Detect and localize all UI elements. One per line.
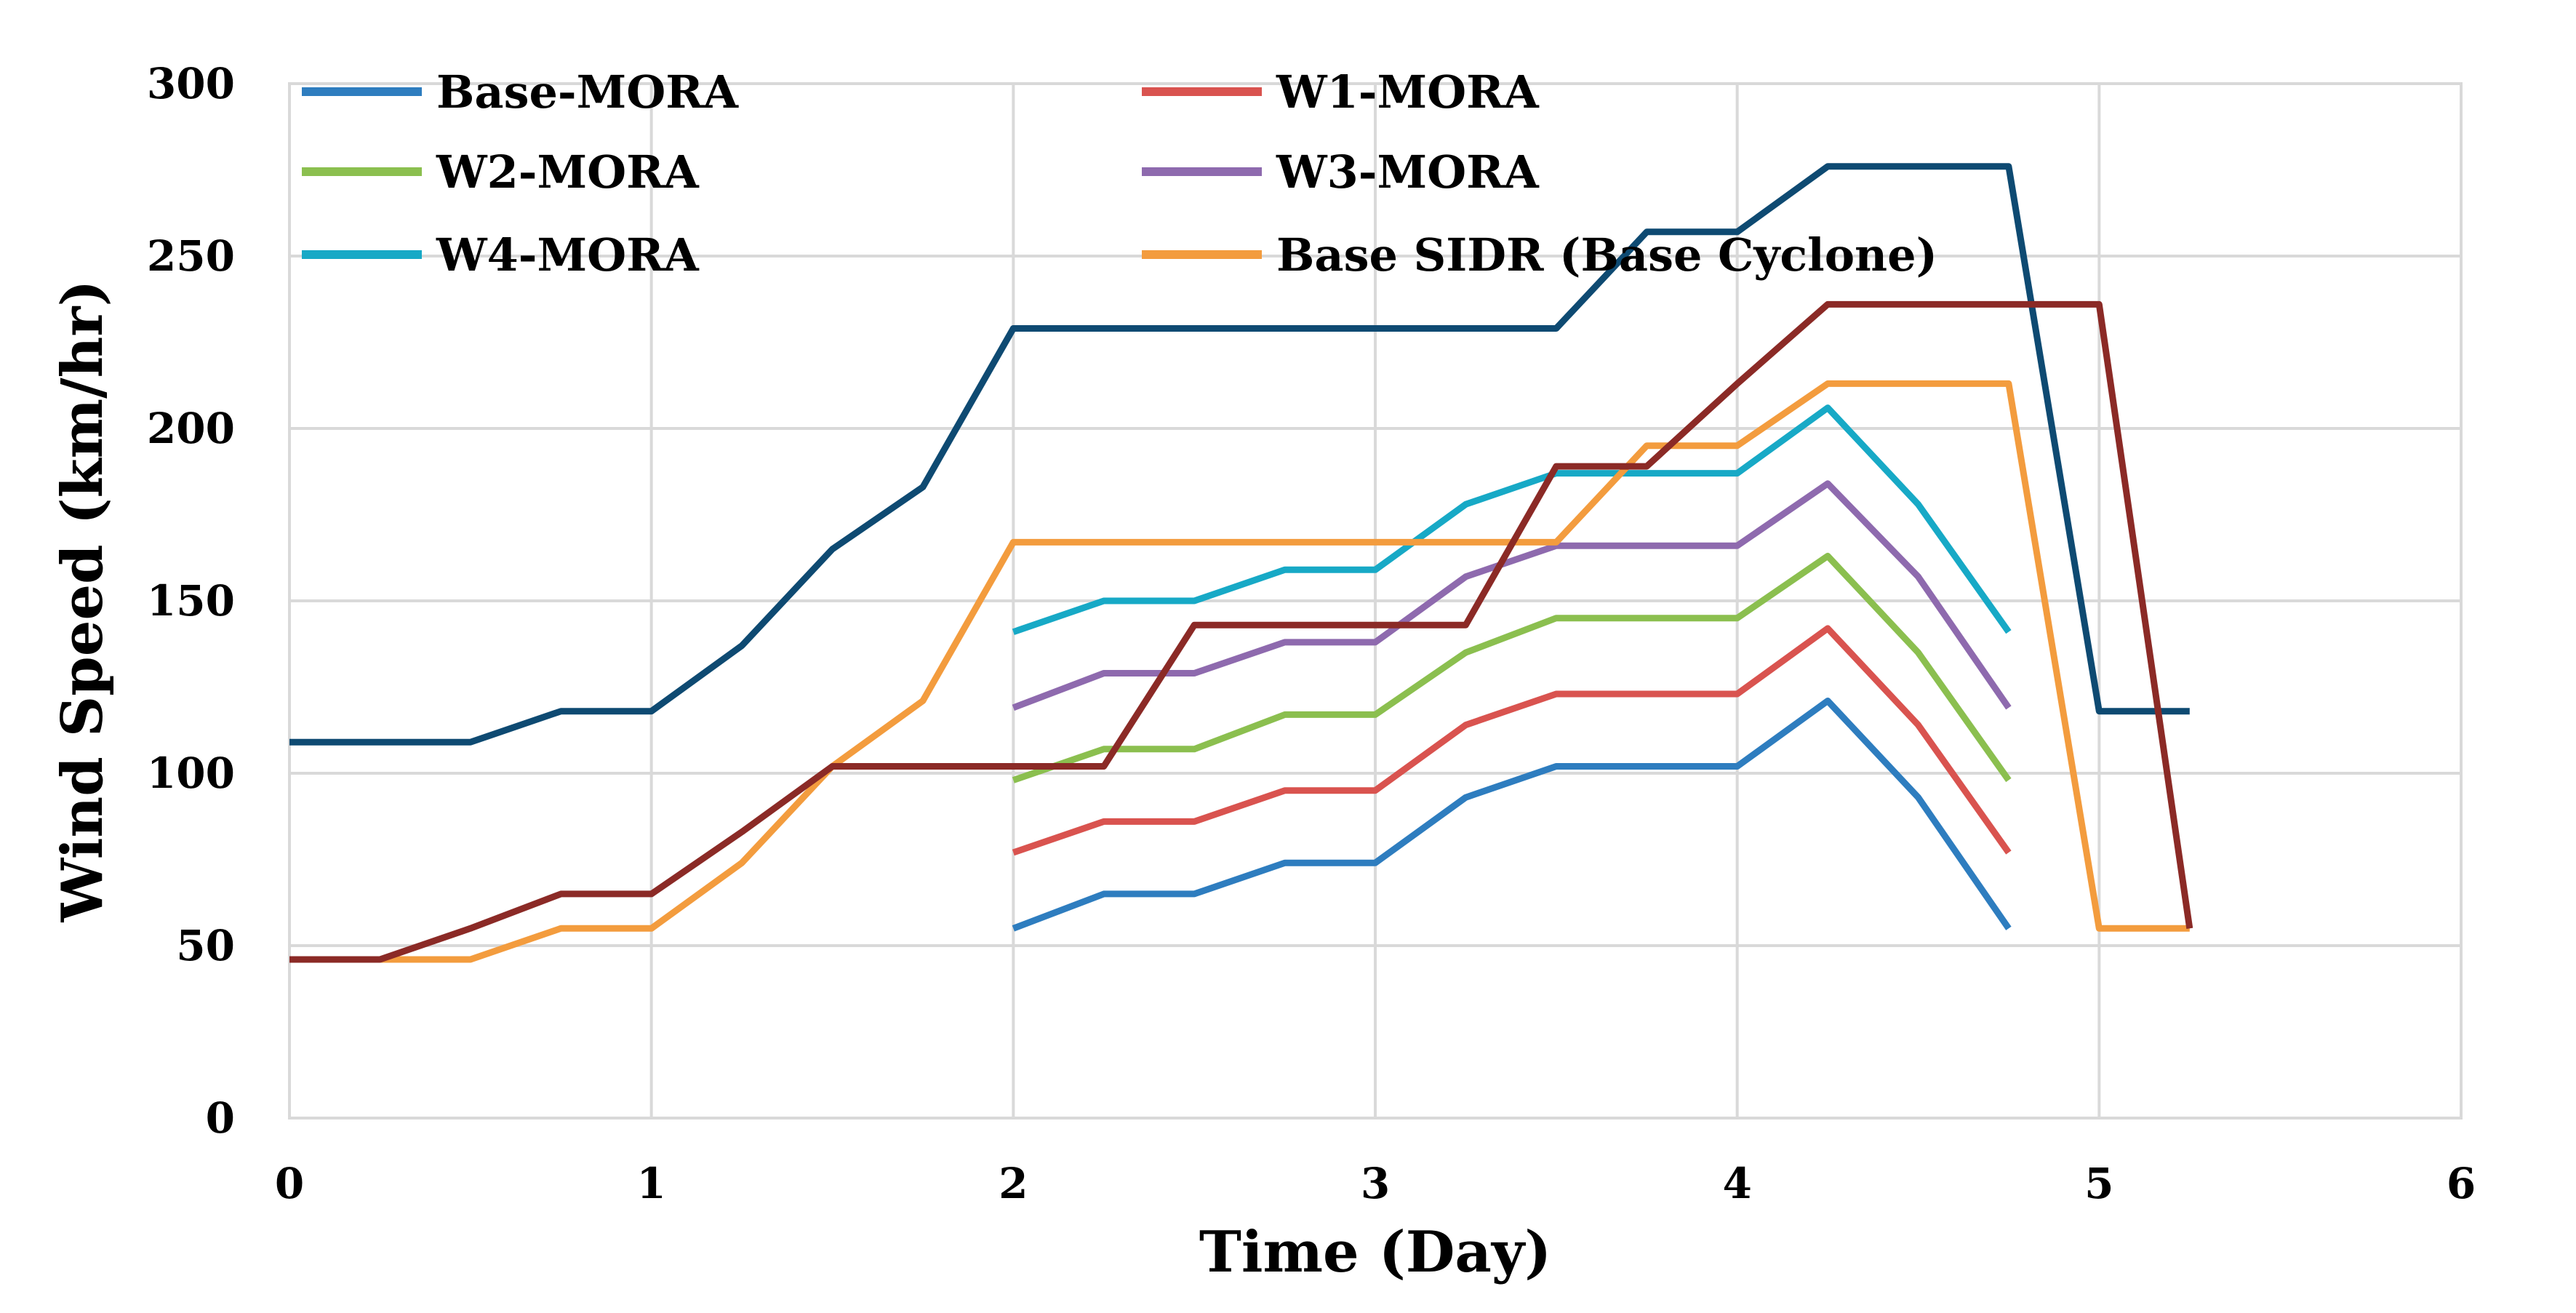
x-tick-label: 1 (636, 1159, 665, 1208)
y-axis-title: Wind Speed (km/hr) (49, 280, 116, 923)
y-tick-label: 300 (147, 59, 235, 108)
y-tick-label: 200 (147, 404, 235, 453)
x-tick-label: 4 (1722, 1159, 1751, 1208)
plot-area-border (288, 82, 2463, 1120)
series-line-unlabeled-7 (289, 300, 2193, 963)
x-tick-label: 3 (1361, 1159, 1390, 1208)
x-axis-title: Time (Day) (1199, 1219, 1551, 1285)
y-tick-label: 150 (147, 576, 235, 626)
y-axis-ticks: 0 50 100 150 200 250 300 (147, 59, 235, 1143)
legend: Base-MORA W1-MORA W2-MORA W3-MORA W4-MORA Bas… (302, 65, 1937, 282)
y-tick-label: 50 (176, 921, 235, 970)
legend-label: W3-MORA (1276, 145, 1540, 199)
x-axis-ticks: 0 1 2 3 4 5 6 (275, 1159, 2476, 1208)
series-line-w2-mora (1012, 552, 2012, 783)
legend-label: Base SIDR (Base Cyclone) (1276, 228, 1937, 282)
y-tick-label: 250 (147, 231, 235, 281)
series-line-w3-mora (1012, 480, 2012, 711)
series-line-base-mora (1012, 698, 2012, 932)
legend-label: W1-MORA (1276, 65, 1540, 119)
x-tick-label: 0 (275, 1159, 304, 1208)
legend-label: W4-MORA (436, 228, 700, 282)
series-line-w4-mora (1012, 404, 2012, 635)
series-line-unlabeled-6 (289, 163, 2190, 746)
y-tick-label: 0 (206, 1093, 235, 1143)
legend-label: Base-MORA (436, 65, 739, 119)
x-tick-label: 5 (2084, 1159, 2113, 1208)
x-tick-label: 6 (2447, 1159, 2476, 1208)
y-tick-label: 100 (147, 749, 235, 798)
series-line-w1-mora (1012, 625, 2012, 856)
x-tick-label: 2 (999, 1159, 1028, 1208)
series-line-base-sidr-base-cyclone (289, 380, 2190, 963)
legend-label: W2-MORA (436, 145, 700, 199)
series-lines (289, 163, 2193, 963)
